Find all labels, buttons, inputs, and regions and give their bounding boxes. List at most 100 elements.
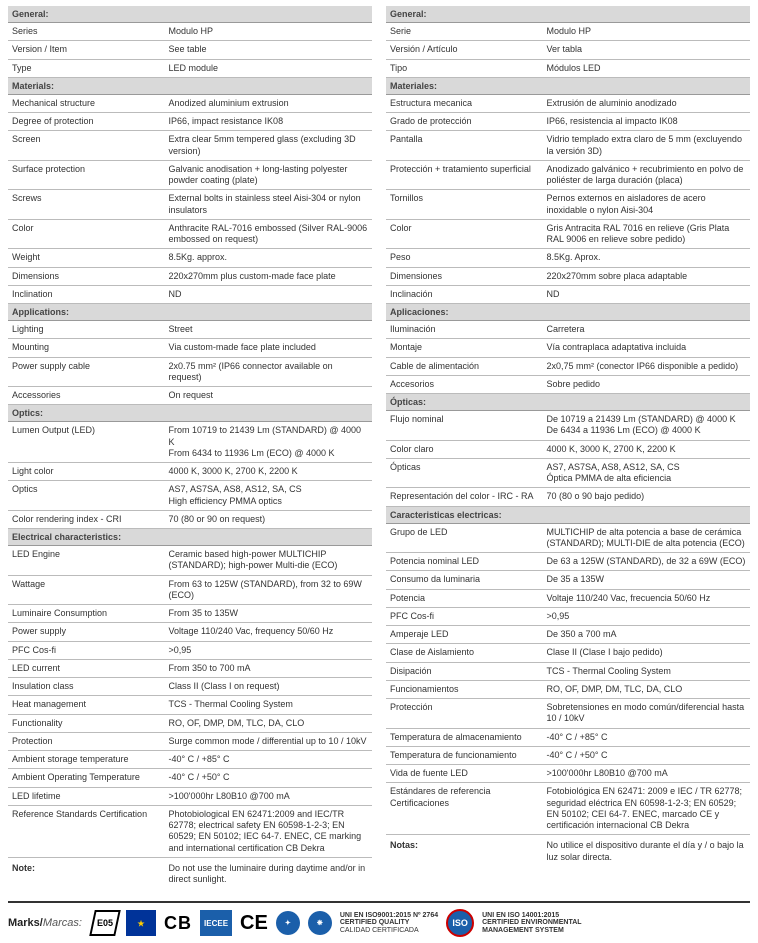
spec-label: Heat management — [8, 696, 165, 714]
spec-value: Voltaje 110/240 Vac, frecuencia 50/60 Hz — [543, 589, 750, 607]
spec-value: Vía contraplaca adaptativa incluida — [543, 339, 750, 357]
spec-row: Amperaje LEDDe 350 a 700 mA — [386, 626, 750, 644]
spec-label: Lighting — [8, 321, 165, 339]
spec-label: Grado de protección — [386, 113, 543, 131]
spec-value: -40° C / +50° C — [165, 769, 372, 787]
spec-row: MontajeVía contraplaca adaptativa inclui… — [386, 339, 750, 357]
spec-value: Gris Antracita RAL 7016 en relieve (Gris… — [543, 219, 750, 249]
spec-label: Estándares de referencia Certificaciones — [386, 783, 543, 835]
spec-row: Protección + tratamiento superficialAnod… — [386, 160, 750, 190]
cert-badge-1-icon: ✦ — [276, 911, 300, 935]
spec-label: Color — [8, 219, 165, 249]
spec-row: Version / ItemSee table — [8, 41, 372, 59]
spec-label: Color claro — [386, 440, 543, 458]
spec-label: Weight — [8, 249, 165, 267]
section-header: Aplicaciones: — [386, 304, 750, 321]
spec-row: LED EngineCeramic based high-power MULTI… — [8, 546, 372, 576]
spec-value: Modulo HP — [543, 23, 750, 41]
spec-label: Consumo da luminaria — [386, 571, 543, 589]
spec-value: RO, OF, DMP, DM, TLC, DA, CLO — [543, 680, 750, 698]
spec-label: Protection — [8, 732, 165, 750]
spec-label: Mounting — [8, 339, 165, 357]
spec-row: Flujo nominalDe 10719 a 21439 Lm (STANDA… — [386, 411, 750, 441]
note-value: No utilice el dispositivo durante el día… — [543, 835, 750, 869]
spec-label: Inclinación — [386, 285, 543, 303]
spec-row: Representación del color - IRC - RA70 (8… — [386, 488, 750, 506]
spec-row: InclinaciónND — [386, 285, 750, 303]
spec-row: TipoMódulos LED — [386, 59, 750, 77]
spec-row: WattageFrom 63 to 125W (STANDARD), from … — [8, 575, 372, 605]
spec-value: AS7, AS7SA, AS8, AS12, SA, CS High effic… — [165, 481, 372, 511]
spec-value: >100'000hr L80B10 @700 mA — [543, 765, 750, 783]
spec-value: Class II (Class I on request) — [165, 678, 372, 696]
iecee-logo: IECEE — [200, 910, 232, 936]
spec-label: Luminaire Consumption — [8, 605, 165, 623]
spec-label: PFC Cos-fi — [8, 641, 165, 659]
note-row: Note:Do not use the luminaire during day… — [8, 857, 372, 891]
section-title: General: — [8, 6, 372, 23]
spec-row: Ambient Operating Temperature-40° C / +5… — [8, 769, 372, 787]
spec-row: PFC Cos-fi>0,95 — [8, 641, 372, 659]
spec-label: Tipo — [386, 59, 543, 77]
note-label: Note: — [8, 857, 165, 891]
spec-value: LED module — [165, 59, 372, 77]
spec-row: PFC Cos-fi>0,95 — [386, 607, 750, 625]
spec-label: Ópticas — [386, 458, 543, 488]
spec-label: Flujo nominal — [386, 411, 543, 441]
spec-value: -40° C / +50° C — [543, 746, 750, 764]
section-title: Applications: — [8, 304, 372, 321]
spec-value: >100'000hr L80B10 @700 mA — [165, 787, 372, 805]
spec-value: Módulos LED — [543, 59, 750, 77]
section-header: Optics: — [8, 405, 372, 422]
section-title: Ópticas: — [386, 394, 750, 411]
spec-row: Grupo de LEDMULTICHIP de alta potencia a… — [386, 523, 750, 553]
section-header: Materials: — [8, 77, 372, 94]
ce-mark-icon: CE — [240, 910, 268, 936]
spec-value: Anodizado galvánico + recubrimiento en p… — [543, 160, 750, 190]
spec-value: Anthracite RAL-7016 embossed (Silver RAL… — [165, 219, 372, 249]
spec-value: -40° C / +85° C — [165, 751, 372, 769]
section-title: Materiales: — [386, 77, 750, 94]
spec-value: TCS - Thermal Cooling System — [543, 662, 750, 680]
spec-row: Reference Standards CertificationPhotobi… — [8, 805, 372, 857]
spec-label: Wattage — [8, 575, 165, 605]
spec-label: Degree of protection — [8, 113, 165, 131]
spec-label: Power supply cable — [8, 357, 165, 387]
cert-badge-2-icon: ❋ — [308, 911, 332, 935]
iso-badge-icon: ISO — [446, 909, 474, 937]
spec-row: Mechanical structureAnodized aluminium e… — [8, 94, 372, 112]
spec-label: Temperatura de funcionamiento — [386, 746, 543, 764]
spec-label: Power supply — [8, 623, 165, 641]
spec-row: LED currentFrom 350 to 700 mA — [8, 659, 372, 677]
spec-label: Reference Standards Certification — [8, 805, 165, 857]
spec-row: PotenciaVoltaje 110/240 Vac, frecuencia … — [386, 589, 750, 607]
spec-row: Luminaire ConsumptionFrom 35 to 135W — [8, 605, 372, 623]
note-value: Do not use the luminaire during daytime … — [165, 857, 372, 891]
marks-label-it: Marcas: — [43, 917, 82, 929]
spec-label: Version / Item — [8, 41, 165, 59]
spec-value: AS7, AS7SA, AS8, AS12, SA, CS Óptica PMM… — [543, 458, 750, 488]
spec-label: Mechanical structure — [8, 94, 165, 112]
spec-label: Protección + tratamiento superficial — [386, 160, 543, 190]
spec-row: Grado de protecciónIP66, resistencia al … — [386, 113, 750, 131]
spec-value: 220x270mm plus custom-made face plate — [165, 267, 372, 285]
spec-row: Heat managementTCS - Thermal Cooling Sys… — [8, 696, 372, 714]
spec-value: Sobretensiones en modo común/diferencial… — [543, 699, 750, 729]
spec-label: Grupo de LED — [386, 523, 543, 553]
spec-row: ProtectionSurge common mode / differenti… — [8, 732, 372, 750]
spec-label: Functionality — [8, 714, 165, 732]
spec-row: ColorAnthracite RAL-7016 embossed (Silve… — [8, 219, 372, 249]
spec-row: Versión / ArtículoVer tabla — [386, 41, 750, 59]
spec-value: IP66, resistencia al impacto IK08 — [543, 113, 750, 131]
cert-text-1: UNI EN ISO9001:2015 Nº 2764 CERTIFIED QU… — [340, 912, 438, 935]
spec-value: Via custom-made face plate included — [165, 339, 372, 357]
spec-label: Representación del color - IRC - RA — [386, 488, 543, 506]
spec-value: External bolts in stainless steel Aisi-3… — [165, 190, 372, 220]
spec-label: PFC Cos-fi — [386, 607, 543, 625]
note-label: Notas: — [386, 835, 543, 869]
spec-row: Consumo da luminariaDe 35 a 135W — [386, 571, 750, 589]
spec-row: TypeLED module — [8, 59, 372, 77]
spec-value: Ceramic based high-power MULTICHIP (STAN… — [165, 546, 372, 576]
spec-row: Temperatura de funcionamiento-40° C / +5… — [386, 746, 750, 764]
spec-row: Cable de alimentación2x0,75 mm² (conecto… — [386, 357, 750, 375]
